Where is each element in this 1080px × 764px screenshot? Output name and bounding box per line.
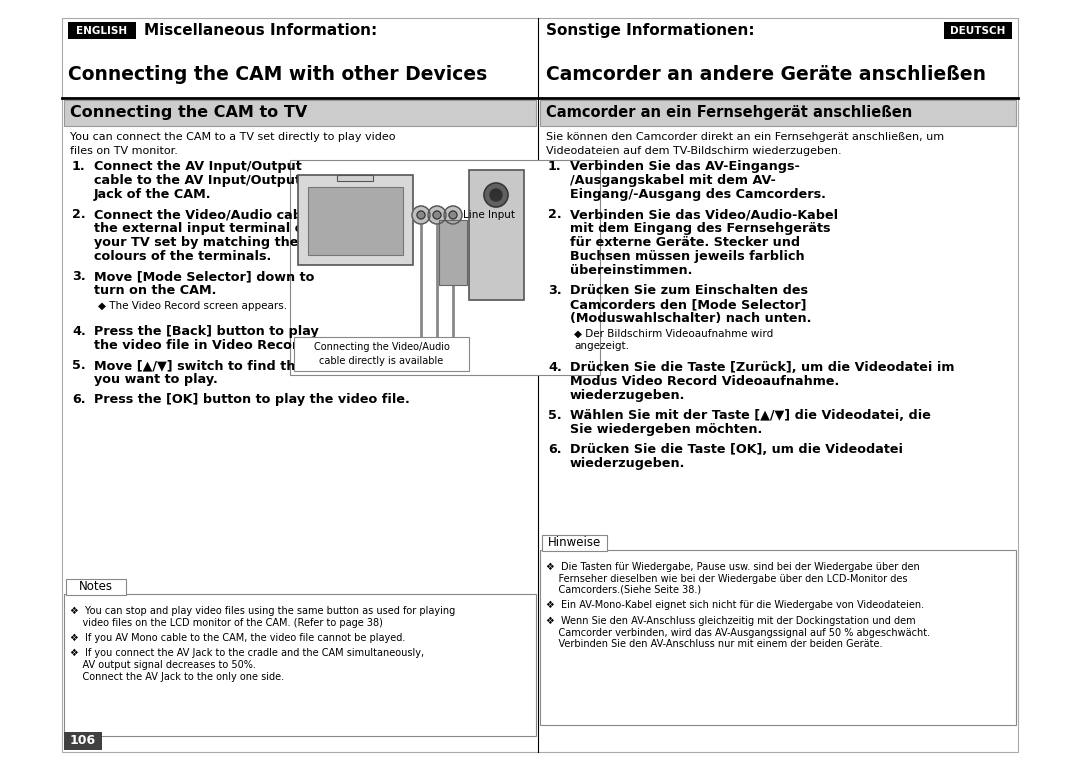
Text: You can connect the CAM to a TV set directly to play video
files on TV monitor.: You can connect the CAM to a TV set dire… [70,132,395,156]
FancyBboxPatch shape [294,337,469,371]
Circle shape [428,206,446,224]
Circle shape [433,211,441,219]
Text: mit dem Eingang des Fernsehgeräts: mit dem Eingang des Fernsehgeräts [570,222,831,235]
Text: /Ausgangskabel mit dem AV-: /Ausgangskabel mit dem AV- [570,174,775,187]
Text: AV output signal decreases to 50%.: AV output signal decreases to 50%. [70,660,256,670]
Text: Sie wiedergeben möchten.: Sie wiedergeben möchten. [570,423,762,436]
Text: colours of the terminals.: colours of the terminals. [94,250,271,263]
Text: Miscellaneous Information:: Miscellaneous Information: [144,23,377,38]
FancyBboxPatch shape [542,535,607,551]
Text: Eingang/-Ausgang des Camcorders.: Eingang/-Ausgang des Camcorders. [570,188,826,201]
Text: cable to the AV Input/Output: cable to the AV Input/Output [94,174,301,187]
FancyBboxPatch shape [66,579,126,595]
Text: Drücken Sie die Taste [OK], um die Videodatei: Drücken Sie die Taste [OK], um die Video… [570,443,903,456]
Text: Connect the AV Jack to the only one side.: Connect the AV Jack to the only one side… [70,672,284,681]
Text: DEUTSCH: DEUTSCH [950,25,1005,35]
Text: Buchsen müssen jeweils farblich: Buchsen müssen jeweils farblich [570,250,805,263]
Text: ❖  If you connect the AV Jack to the cradle and the CAM simultaneously,: ❖ If you connect the AV Jack to the crad… [70,649,424,659]
Text: ❖  Die Tasten für Wiedergabe, Pause usw. sind bei der Wiedergabe über den: ❖ Die Tasten für Wiedergabe, Pause usw. … [546,562,920,572]
Text: Connect the Video/Audio cable to: Connect the Video/Audio cable to [94,208,335,221]
Text: you want to play.: you want to play. [94,373,218,386]
Text: Camcorders.(Siehe Seite 38.): Camcorders.(Siehe Seite 38.) [546,585,701,595]
Text: Camcorder an ein Fernsehgerät anschließen: Camcorder an ein Fernsehgerät anschließe… [546,105,913,121]
FancyBboxPatch shape [68,22,136,39]
Text: Line Input: Line Input [463,210,515,220]
Text: Drücken Sie die Taste [Zurück], um die Videodatei im: Drücken Sie die Taste [Zurück], um die V… [570,361,955,374]
Text: Move [Mode Selector] down to: Move [Mode Selector] down to [94,270,314,283]
Text: Drücken Sie zum Einschalten des: Drücken Sie zum Einschalten des [570,284,808,297]
Text: 6.: 6. [548,443,562,456]
Text: turn on the CAM.: turn on the CAM. [94,284,216,297]
Text: ◆ The Video Record screen appears.: ◆ The Video Record screen appears. [98,301,287,311]
FancyBboxPatch shape [540,100,1016,126]
Text: für externe Geräte. Stecker und: für externe Geräte. Stecker und [570,236,800,249]
Text: wiederzugeben.: wiederzugeben. [570,389,686,402]
Text: 106: 106 [70,734,96,747]
Text: Connecting the Video/Audio
cable directly is available: Connecting the Video/Audio cable directl… [313,342,449,366]
Text: Camcorder an andere Geräte anschließen: Camcorder an andere Geräte anschließen [546,65,986,84]
Text: 3.: 3. [72,270,85,283]
Text: ❖  Wenn Sie den AV-Anschluss gleichzeitig mit der Dockingstation und dem: ❖ Wenn Sie den AV-Anschluss gleichzeitig… [546,616,916,626]
FancyBboxPatch shape [64,732,102,750]
FancyBboxPatch shape [64,100,536,126]
Text: ❖  If you AV Mono cable to the CAM, the video file cannot be played.: ❖ If you AV Mono cable to the CAM, the v… [70,633,405,643]
Text: video files on the LCD monitor of the CAM. (Refer to page 38): video files on the LCD monitor of the CA… [70,617,383,627]
Text: ◆ Der Bildschirm Videoaufnahme wird: ◆ Der Bildschirm Videoaufnahme wird [573,329,773,339]
Circle shape [417,211,426,219]
Text: Fernseher dieselben wie bei der Wiedergabe über den LCD-Monitor des: Fernseher dieselben wie bei der Wiederga… [546,574,907,584]
Text: Modus Video Record Videoaufnahme.: Modus Video Record Videoaufnahme. [570,375,839,388]
Text: 6.: 6. [72,393,85,406]
FancyBboxPatch shape [298,175,413,265]
Circle shape [444,206,462,224]
Text: 5.: 5. [72,359,85,372]
FancyBboxPatch shape [337,175,373,181]
Text: Jack of the CAM.: Jack of the CAM. [94,188,212,201]
Text: ENGLISH: ENGLISH [77,25,127,35]
Text: Verbinden Sie das AV-Eingangs-: Verbinden Sie das AV-Eingangs- [570,160,800,173]
FancyBboxPatch shape [291,160,600,375]
Text: Move [▲/▼] switch to find the video file: Move [▲/▼] switch to find the video file [94,359,376,372]
Text: Camcorder verbinden, wird das AV-Ausgangssignal auf 50 % abgeschwächt.: Camcorder verbinden, wird das AV-Ausgang… [546,627,930,637]
Text: 5.: 5. [548,409,562,422]
Text: Verbinden Sie das Video/Audio-Kabel: Verbinden Sie das Video/Audio-Kabel [570,208,838,221]
Text: Sonstige Informationen:: Sonstige Informationen: [546,23,755,38]
Text: 3.: 3. [548,284,562,297]
Text: Press the [OK] button to play the video file.: Press the [OK] button to play the video … [94,393,409,406]
Text: Connecting the CAM to TV: Connecting the CAM to TV [70,105,307,121]
Text: wiederzugeben.: wiederzugeben. [570,457,686,470]
FancyBboxPatch shape [469,170,524,300]
FancyBboxPatch shape [540,550,1016,725]
Circle shape [484,183,508,207]
FancyBboxPatch shape [308,187,403,255]
Text: (Moduswahlschalter) nach unten.: (Moduswahlschalter) nach unten. [570,312,811,325]
FancyBboxPatch shape [438,220,467,285]
Text: ❖  Ein AV-Mono-Kabel eignet sich nicht für die Wiedergabe von Videodateien.: ❖ Ein AV-Mono-Kabel eignet sich nicht fü… [546,601,924,610]
Text: 1.: 1. [72,160,85,173]
Text: 4.: 4. [72,325,85,338]
Text: Camcorders den [Mode Selector]: Camcorders den [Mode Selector] [570,298,807,311]
Text: Sie können den Camcorder direkt an ein Fernsehgerät anschließen, um
Videodateien: Sie können den Camcorder direkt an ein F… [546,132,944,156]
Text: Wählen Sie mit der Taste [▲/▼] die Videodatei, die: Wählen Sie mit der Taste [▲/▼] die Video… [570,409,931,422]
Text: Hinweise: Hinweise [548,536,602,549]
Text: Connect the AV Input/Output: Connect the AV Input/Output [94,160,301,173]
Text: Press the [Back] button to play: Press the [Back] button to play [94,325,319,338]
Text: 2.: 2. [72,208,85,221]
Circle shape [490,189,502,201]
Text: your TV set by matching the: your TV set by matching the [94,236,298,249]
Text: Notes: Notes [79,581,113,594]
Text: Connecting the CAM with other Devices: Connecting the CAM with other Devices [68,65,487,84]
Circle shape [411,206,430,224]
Text: the external input terminal of: the external input terminal of [94,222,309,235]
Text: ❖  You can stop and play video files using the same button as used for playing: ❖ You can stop and play video files usin… [70,606,456,616]
Text: the video file in Video Record mode.: the video file in Video Record mode. [94,339,356,352]
FancyBboxPatch shape [944,22,1012,39]
FancyBboxPatch shape [64,594,536,736]
Text: 2.: 2. [548,208,562,221]
Text: angezeigt.: angezeigt. [573,341,629,351]
Text: Verbinden Sie den AV-Anschluss nur mit einem der beiden Geräte.: Verbinden Sie den AV-Anschluss nur mit e… [546,639,882,649]
Text: übereinstimmen.: übereinstimmen. [570,264,692,277]
Text: 1.: 1. [548,160,562,173]
Text: 4.: 4. [548,361,562,374]
Circle shape [449,211,457,219]
